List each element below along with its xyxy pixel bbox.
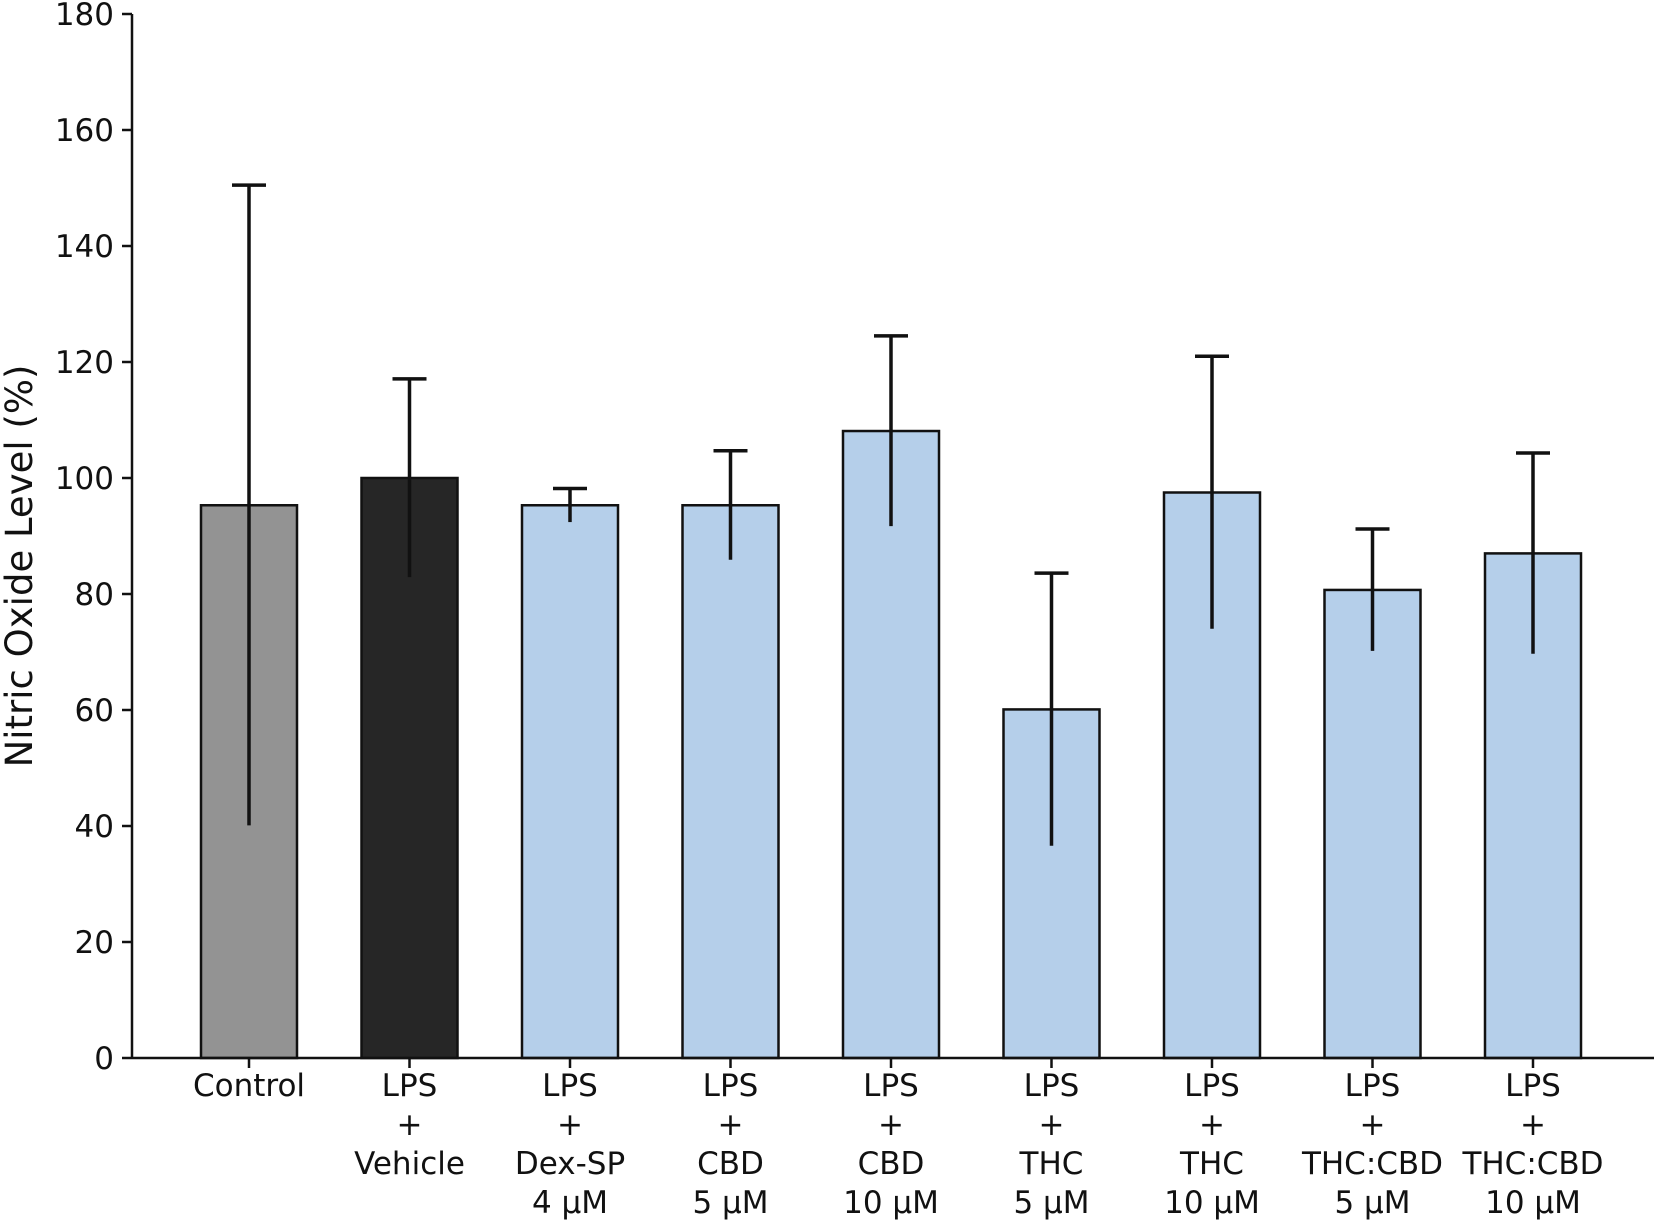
x-category-label-line: LPS: [1345, 1068, 1401, 1104]
x-category-label-line: LPS: [1184, 1068, 1240, 1104]
bar: [520, 504, 620, 1060]
axes: [130, 14, 1654, 1060]
bar: [681, 504, 780, 1060]
x-category-label-line: CBD: [858, 1146, 925, 1182]
x-category-label-line: THC: [1019, 1146, 1084, 1182]
y-tick-label: 60: [75, 693, 114, 729]
y-tick-label: 20: [75, 925, 114, 961]
x-category-label-line: LPS: [1505, 1068, 1561, 1104]
x-category-label-line: Control: [193, 1068, 305, 1104]
x-category-label-line: 5 µM: [1013, 1185, 1089, 1221]
y-axis-title: Nitric Oxide Level (%): [0, 365, 41, 768]
x-category-label: LPS + THC:CBD 10 µM: [1461, 1068, 1603, 1221]
x-category-label-line: +: [557, 1107, 583, 1143]
x-category-label-line: CBD: [697, 1146, 764, 1182]
x-category-label-line: THC: [1179, 1146, 1244, 1182]
x-category-label-line: THC:CBD: [1301, 1146, 1443, 1182]
x-category-label-line: Dex-SP: [515, 1146, 625, 1182]
x-category-label-line: LPS: [382, 1068, 438, 1104]
bar: [1323, 588, 1422, 1060]
x-category-label: LPS + Dex-SP 4 µM: [515, 1068, 625, 1221]
x-category-label-line: THC:CBD: [1461, 1146, 1603, 1182]
x-category-label-line: LPS: [542, 1068, 598, 1104]
y-tick-label: 100: [55, 461, 114, 497]
y-tick-label: 160: [55, 113, 114, 149]
x-category-label-line: +: [878, 1107, 904, 1143]
x-category-label-line: LPS: [703, 1068, 759, 1104]
x-category-label-line: Vehicle: [354, 1146, 465, 1182]
y-tick-label: 80: [75, 577, 114, 613]
x-category-label-line: +: [1039, 1107, 1065, 1143]
x-category-label-line: 10 µM: [1485, 1185, 1581, 1221]
x-category-label-line: 10 µM: [1164, 1185, 1260, 1221]
x-category-label-line: +: [1360, 1107, 1386, 1143]
x-category-label-line: +: [397, 1107, 423, 1143]
y-ticks: 0 20 40 60 80 100 120 140 160 180: [55, 0, 1535, 1077]
x-category-label: LPS + CBD 10 µM: [843, 1068, 939, 1221]
y-tick-label: 120: [55, 345, 114, 381]
x-category-label: LPS + CBD 5 µM: [692, 1068, 768, 1221]
y-tick-label: 40: [75, 809, 114, 845]
x-category-label: LPS + THC:CBD 5 µM: [1301, 1068, 1443, 1221]
x-category-label: LPS + Vehicle: [354, 1068, 465, 1182]
x-category-label-line: LPS: [1024, 1068, 1080, 1104]
x-category-label: Control: [193, 1068, 305, 1104]
x-category-label: LPS + THC 5 µM: [1013, 1068, 1089, 1221]
x-category-label-line: 5 µM: [692, 1185, 768, 1221]
x-category-label-line: 5 µM: [1334, 1185, 1410, 1221]
x-category-label-line: +: [1199, 1107, 1225, 1143]
x-category-label-line: LPS: [863, 1068, 919, 1104]
error-bars: [232, 183, 1550, 846]
y-tick-label: 0: [94, 1041, 114, 1077]
x-category-label-line: +: [1520, 1107, 1546, 1143]
x-category-label: LPS + THC 10 µM: [1164, 1068, 1260, 1221]
x-category-label-line: 10 µM: [843, 1185, 939, 1221]
y-tick-label: 140: [55, 229, 114, 265]
x-category-label-line: +: [718, 1107, 744, 1143]
y-tick-label: 180: [55, 0, 114, 33]
x-category-label-line: 4 µM: [532, 1185, 608, 1221]
